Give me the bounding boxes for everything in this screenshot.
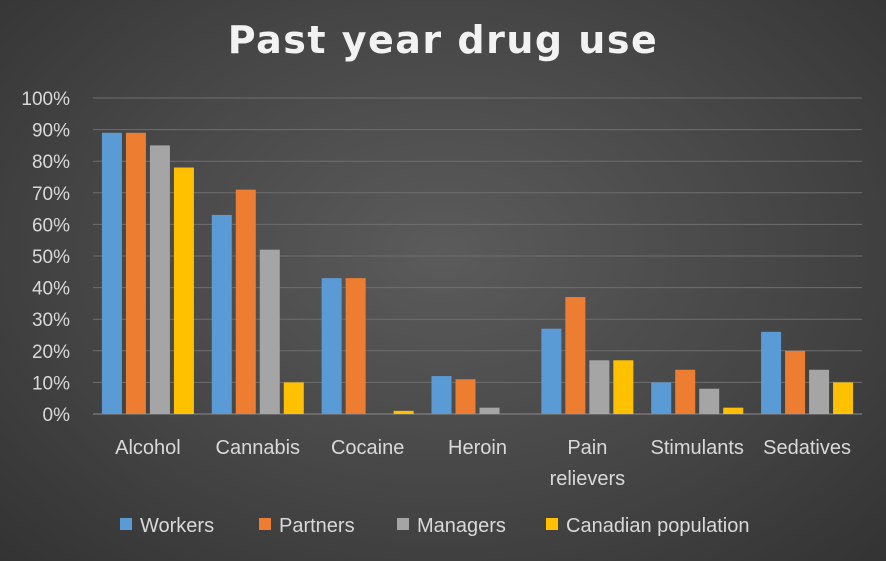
x-tick-label: Stimulants xyxy=(651,437,744,459)
legend-label: Managers xyxy=(417,515,506,537)
bar xyxy=(283,382,304,414)
bar xyxy=(833,382,854,414)
bar xyxy=(565,297,586,414)
bar xyxy=(321,278,342,414)
x-tick-label: Alcohol xyxy=(115,437,181,459)
bar xyxy=(761,331,782,414)
y-tick-label: 100% xyxy=(21,89,70,110)
bar xyxy=(455,379,476,414)
bar xyxy=(173,167,194,414)
bar xyxy=(235,189,256,414)
bar xyxy=(809,369,830,414)
legend-swatch xyxy=(546,518,558,530)
bar xyxy=(211,214,232,414)
bar xyxy=(723,407,744,414)
chart-title: Past year drug use xyxy=(227,18,659,62)
bar xyxy=(101,132,122,414)
x-tick-label: relievers xyxy=(550,468,626,490)
legend-label: Workers xyxy=(140,515,214,537)
legend-label: Canadian population xyxy=(566,515,750,537)
bar xyxy=(479,407,500,414)
y-tick-label: 70% xyxy=(32,184,70,205)
x-tick-label: Heroin xyxy=(448,437,507,459)
y-tick-label: 20% xyxy=(32,342,70,363)
bar xyxy=(589,360,610,414)
legend-swatch xyxy=(120,518,132,530)
legend-swatch xyxy=(259,518,271,530)
y-tick-label: 80% xyxy=(32,152,70,173)
bar xyxy=(651,382,672,414)
bar xyxy=(675,369,696,414)
y-tick-label: 60% xyxy=(32,215,70,236)
y-tick-label: 10% xyxy=(32,373,70,394)
y-tick-label: 90% xyxy=(32,121,70,142)
x-tick-label: Cocaine xyxy=(331,437,404,459)
bar xyxy=(393,410,414,414)
bar xyxy=(699,388,720,414)
legend-label: Partners xyxy=(279,515,355,537)
bar xyxy=(149,145,170,414)
bar xyxy=(541,328,562,414)
x-tick-label: Cannabis xyxy=(216,437,301,459)
bar xyxy=(785,350,806,414)
x-tick-label: Sedatives xyxy=(763,437,851,459)
x-tick-label: Pain xyxy=(567,437,607,459)
y-tick-label: 40% xyxy=(32,279,70,300)
bar xyxy=(345,278,366,414)
bar xyxy=(431,376,452,414)
y-tick-label: 0% xyxy=(43,405,71,426)
y-tick-label: 50% xyxy=(32,247,70,268)
bar xyxy=(613,360,634,414)
legend-swatch xyxy=(397,518,409,530)
y-tick-label: 30% xyxy=(32,310,70,331)
bar xyxy=(125,132,146,414)
bar xyxy=(259,249,280,414)
